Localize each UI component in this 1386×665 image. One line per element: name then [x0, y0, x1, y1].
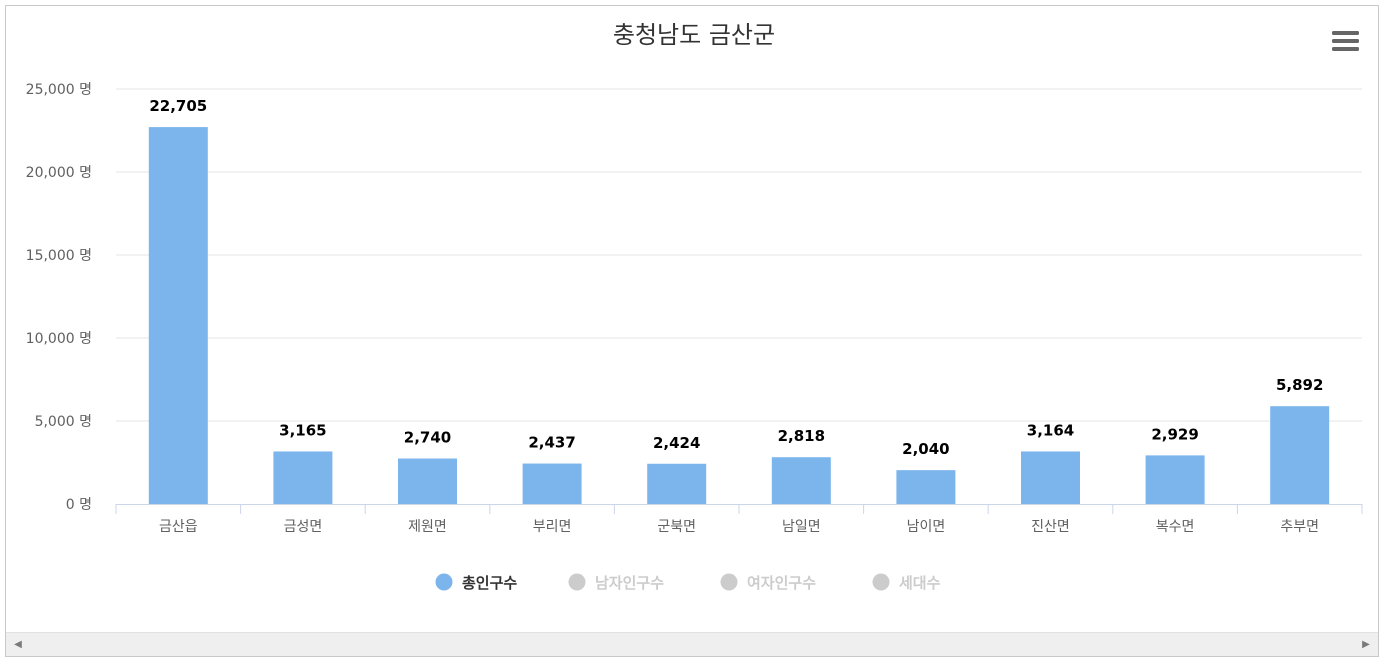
bar — [896, 470, 956, 504]
legend-item[interactable]: 세대수 — [872, 573, 941, 593]
data-label: 2,437 — [528, 434, 575, 452]
legend-label: 여자인구수 — [747, 574, 816, 592]
bar — [148, 127, 208, 505]
x-tick-label: 남일면 — [782, 519, 821, 535]
y-tick-label: 0 명 — [66, 497, 92, 513]
x-tick-label: 추부면 — [1280, 519, 1319, 535]
x-tick-label: 금성면 — [284, 519, 323, 535]
x-tick-label: 부리면 — [533, 519, 572, 535]
x-tick-label: 군북면 — [657, 519, 696, 535]
data-label: 5,892 — [1276, 376, 1323, 394]
bar — [273, 451, 333, 504]
legend-label: 세대수 — [899, 574, 941, 592]
y-tick-label: 5,000 명 — [35, 414, 92, 430]
chart-title: 충청남도 금산군 — [613, 21, 775, 49]
data-label: 2,040 — [902, 440, 949, 458]
bar — [1145, 455, 1205, 504]
legend-marker — [872, 573, 890, 591]
chart-svg: 충청남도 금산군 0 명 5,000 명 10,000 명 15,000 명 20,00… — [26, 21, 1363, 593]
bar — [522, 463, 582, 504]
legend-item[interactable]: 총인구수 — [435, 573, 518, 593]
legend: 총인구수 남자인구수 여자인구수 세대수 — [435, 573, 941, 593]
data-label: 2,929 — [1151, 425, 1198, 443]
y-axis: 0 명 5,000 명 10,000 명 15,000 명 20,000 명 25,000… — [26, 82, 92, 513]
x-tick-label: 진산면 — [1031, 519, 1070, 535]
data-label: 3,165 — [279, 421, 326, 439]
x-tick-label: 금산읍 — [159, 519, 198, 535]
legend-item[interactable]: 남자인구수 — [568, 573, 665, 593]
legend-item[interactable]: 여자인구수 — [720, 573, 817, 593]
scroll-left-arrow-icon[interactable]: ◀ — [14, 639, 22, 650]
bar — [771, 457, 831, 504]
y-tick-label: 10,000 명 — [26, 331, 92, 347]
data-labels: 22,705 3,165 2,740 2,437 2,424 2,818 2,040 3,16… — [149, 97, 1323, 458]
x-tick-label: 남이면 — [907, 519, 946, 535]
scroll-right-arrow-icon[interactable]: ▶ — [1362, 639, 1370, 650]
legend-marker — [720, 573, 738, 591]
bar — [1270, 406, 1330, 504]
grid-lines — [116, 88, 1362, 422]
bar — [647, 463, 707, 504]
data-label: 2,424 — [653, 434, 700, 452]
data-label: 2,818 — [778, 427, 825, 445]
bars — [148, 127, 1330, 505]
data-label: 22,705 — [149, 97, 207, 115]
data-label: 2,740 — [404, 429, 451, 447]
x-tick-label: 제원면 — [408, 519, 447, 535]
y-tick-label: 15,000 명 — [26, 248, 92, 264]
legend-label: 총인구수 — [462, 574, 517, 592]
legend-marker — [435, 573, 453, 591]
y-tick-label: 20,000 명 — [26, 165, 92, 181]
bar — [1021, 451, 1080, 504]
x-axis: 금산읍 금성면 제원면 부리면 군북면 남일면 남이면 진산면 복수면 추부면 — [115, 504, 1363, 535]
bar — [398, 458, 457, 504]
legend-label: 남자인구수 — [595, 574, 664, 592]
chart-container: 충청남도 금산군 0 명 5,000 명 10,000 명 15,000 명 20,00… — [5, 5, 1379, 657]
y-tick-label: 25,000 명 — [26, 82, 92, 98]
horizontal-scrollbar[interactable]: ◀ ▶ — [6, 632, 1378, 656]
x-tick-label: 복수면 — [1156, 519, 1195, 535]
legend-marker — [568, 573, 586, 591]
data-label: 3,164 — [1027, 421, 1074, 439]
hamburger-menu-icon[interactable] — [1332, 31, 1359, 51]
